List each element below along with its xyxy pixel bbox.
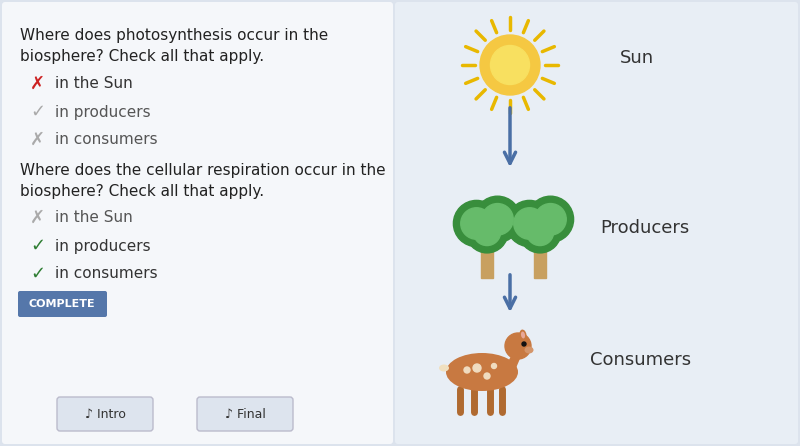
Circle shape <box>490 45 530 84</box>
Circle shape <box>473 364 481 372</box>
Text: in producers: in producers <box>55 104 150 120</box>
Text: COMPLETE: COMPLETE <box>29 299 95 309</box>
Text: in the Sun: in the Sun <box>55 77 133 91</box>
Circle shape <box>534 203 566 235</box>
Circle shape <box>474 218 501 246</box>
Circle shape <box>466 211 508 253</box>
Circle shape <box>519 211 561 253</box>
Text: Consumers: Consumers <box>590 351 691 369</box>
FancyBboxPatch shape <box>395 2 798 444</box>
Text: ♪ Final: ♪ Final <box>225 408 266 421</box>
Ellipse shape <box>525 347 534 354</box>
Ellipse shape <box>521 331 525 339</box>
Circle shape <box>491 363 497 368</box>
Text: in producers: in producers <box>55 239 150 253</box>
Circle shape <box>514 208 546 239</box>
Circle shape <box>522 342 526 346</box>
Text: Producers: Producers <box>600 219 690 237</box>
Text: Where does the cellular respiration occur in the
biosphere? Check all that apply: Where does the cellular respiration occu… <box>20 163 386 199</box>
Text: ✓: ✓ <box>30 237 45 255</box>
Text: in consumers: in consumers <box>55 267 158 281</box>
Circle shape <box>506 200 553 247</box>
Circle shape <box>527 196 574 242</box>
Ellipse shape <box>446 353 518 391</box>
Text: ✗: ✗ <box>30 131 45 149</box>
Circle shape <box>526 218 554 246</box>
Circle shape <box>482 203 514 235</box>
Bar <box>481 247 494 278</box>
Text: Where does photosynthesis occur in the
biosphere? Check all that apply.: Where does photosynthesis occur in the b… <box>20 28 328 64</box>
Ellipse shape <box>519 330 526 340</box>
Circle shape <box>474 196 521 242</box>
Circle shape <box>505 333 531 359</box>
FancyBboxPatch shape <box>18 291 107 317</box>
Circle shape <box>454 200 499 247</box>
Text: ♪ Intro: ♪ Intro <box>85 408 126 421</box>
Polygon shape <box>507 350 522 368</box>
Text: ✓: ✓ <box>30 265 45 283</box>
Circle shape <box>484 373 490 379</box>
FancyBboxPatch shape <box>2 2 393 444</box>
FancyBboxPatch shape <box>57 397 153 431</box>
Text: in the Sun: in the Sun <box>55 211 133 226</box>
Ellipse shape <box>439 364 449 372</box>
Circle shape <box>480 35 540 95</box>
FancyBboxPatch shape <box>197 397 293 431</box>
Circle shape <box>461 208 492 239</box>
Text: ✗: ✗ <box>30 209 45 227</box>
Circle shape <box>464 367 470 373</box>
Text: ✗: ✗ <box>30 75 45 93</box>
Text: Sun: Sun <box>620 49 654 67</box>
Text: ✓: ✓ <box>30 103 45 121</box>
Text: in consumers: in consumers <box>55 132 158 148</box>
Bar <box>534 247 546 278</box>
